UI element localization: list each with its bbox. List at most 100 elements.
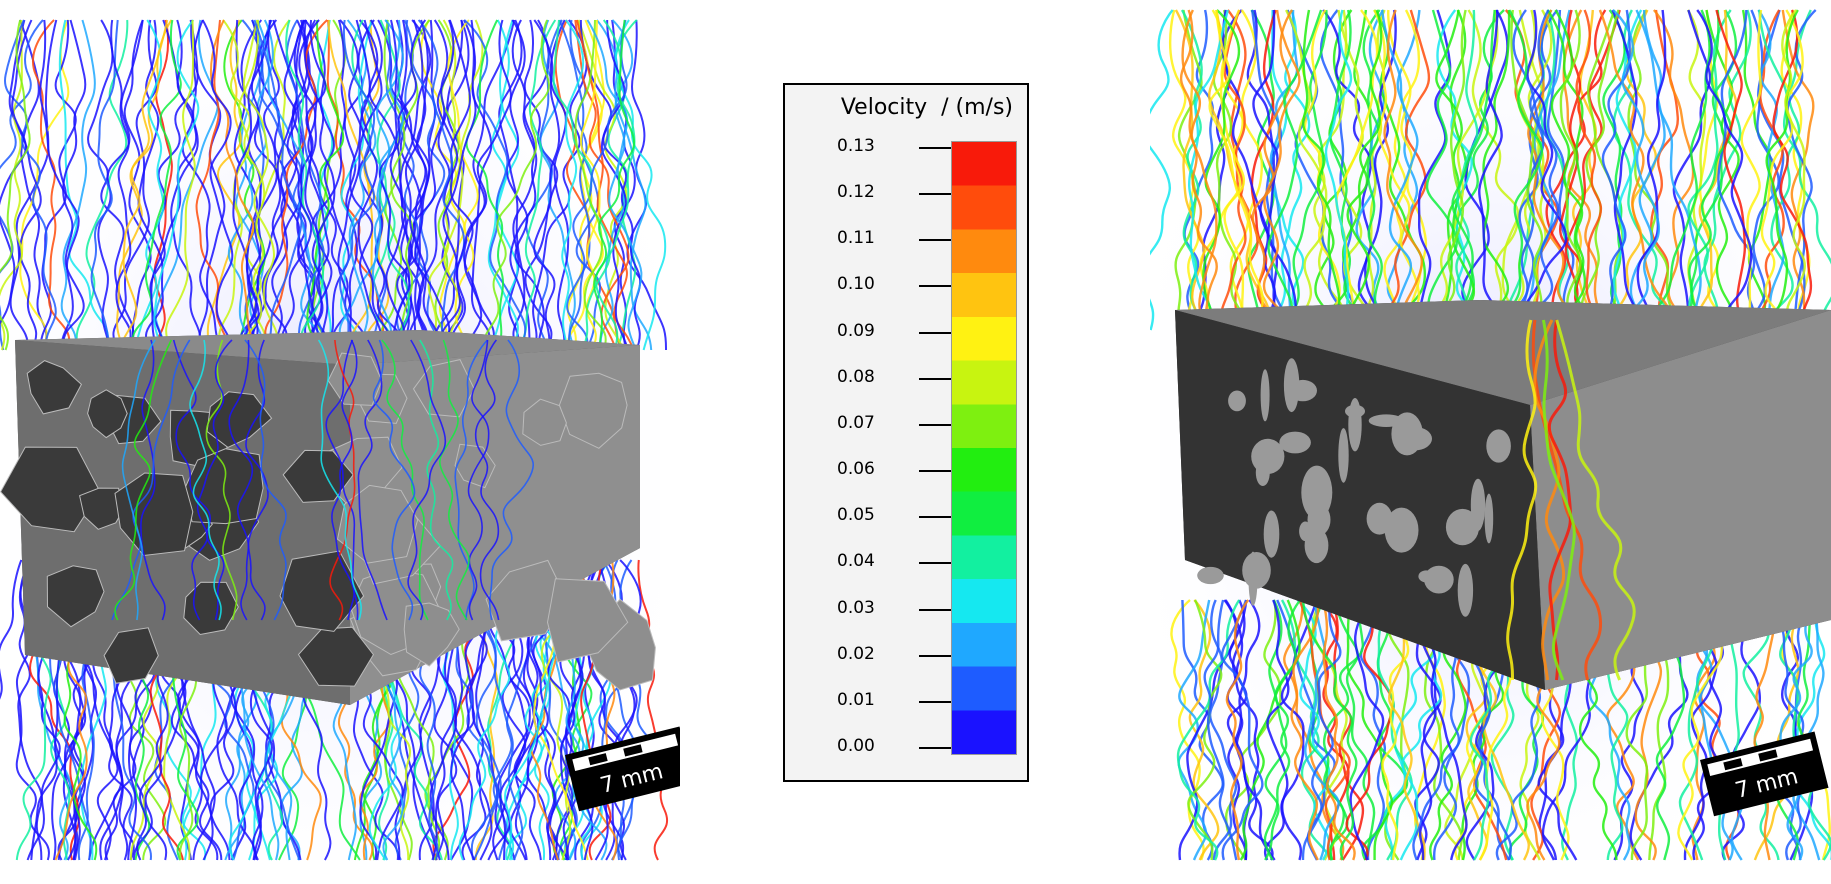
streamline [1362, 9, 1384, 331]
streamline [568, 19, 628, 351]
grain [297, 626, 375, 687]
streamline [372, 19, 404, 351]
streamline [1500, 9, 1544, 331]
streamline [118, 19, 169, 351]
streamline [498, 19, 526, 351]
streamline [454, 339, 488, 621]
streamline [505, 19, 545, 351]
grain [546, 578, 629, 663]
streamline [1302, 599, 1358, 861]
streamline [1795, 599, 1831, 860]
streamline [110, 19, 132, 351]
streamline [1533, 319, 1566, 681]
streamline [1451, 9, 1496, 331]
streamline [137, 19, 164, 351]
streamline [580, 19, 601, 351]
streamline [1758, 9, 1831, 331]
left-block-top-face [15, 330, 640, 365]
streamline [331, 339, 358, 621]
streamline [532, 19, 588, 351]
grain [282, 449, 354, 503]
streamline [1541, 319, 1576, 681]
streamline [176, 19, 223, 351]
grain [183, 581, 239, 636]
streamline [190, 19, 226, 351]
streamline [1575, 9, 1603, 331]
streamline [1231, 599, 1274, 861]
streamline [1768, 599, 1805, 861]
grain [412, 359, 475, 418]
streamline [1765, 9, 1799, 331]
streamline [1381, 599, 1420, 861]
colorbar-tick-label: 0.07 [837, 412, 875, 433]
pore [1279, 431, 1311, 454]
right-flow-render: 7 mm [1142, 0, 1831, 880]
pore [1398, 427, 1432, 451]
pore [1338, 428, 1349, 483]
streamline [1346, 599, 1393, 861]
streamline [1435, 9, 1476, 331]
streamline [60, 19, 96, 351]
pore [1283, 358, 1300, 413]
pore [1228, 390, 1246, 412]
streamline [448, 19, 483, 351]
colorbar-tick-mark [919, 654, 951, 657]
streamline [1301, 599, 1342, 861]
streamline [1377, 599, 1413, 861]
grain [336, 484, 419, 564]
streamline [1170, 599, 1205, 861]
right-streamlines-top [1142, 9, 1831, 331]
velocity-colorbar: Velocity / (m/s) 0.13 0.12 0.11 0.10 0.09 0.0… [783, 83, 1029, 782]
colorbar-tick-label: 0.06 [837, 459, 875, 480]
streamline [1627, 9, 1679, 331]
streamline [1522, 9, 1568, 331]
streamline [1779, 599, 1820, 861]
streamline [1435, 9, 1499, 331]
pore [1484, 493, 1494, 544]
streamline [407, 339, 447, 621]
streamline [1203, 599, 1238, 861]
streamline [474, 339, 500, 621]
colorbar-gradient [951, 141, 1017, 755]
streamline [1425, 9, 1458, 331]
streamline [379, 19, 427, 351]
streamline [1187, 599, 1223, 861]
streamline [1683, 9, 1733, 331]
streamline [317, 339, 362, 621]
streamline [1346, 9, 1383, 331]
streamline [440, 19, 477, 351]
colorbar-tick-label: 0.09 [837, 320, 875, 341]
streamline [1208, 9, 1264, 331]
streamline [1786, 9, 1817, 331]
streamline [1225, 599, 1250, 861]
streamline [111, 339, 191, 621]
streamline [1178, 599, 1238, 861]
streamline [488, 339, 534, 621]
streamline [1301, 9, 1341, 331]
streamline [1546, 9, 1587, 331]
streamline [1246, 9, 1280, 331]
colorbar-tick-mark [919, 147, 951, 149]
colorbar-tick-mark [919, 423, 951, 426]
streamline [574, 19, 630, 351]
right-streamlines-overlay [1506, 319, 1636, 681]
streamline [1176, 599, 1241, 861]
left-flow-render: 7 mm [0, 0, 694, 880]
grain [103, 627, 159, 684]
pore [1301, 465, 1333, 520]
streamline [1383, 9, 1424, 331]
pore [1197, 566, 1224, 585]
streamline [228, 339, 253, 621]
streamline [586, 19, 643, 351]
streamline [549, 19, 570, 351]
streamline [191, 339, 233, 621]
right-block-right-face [1530, 310, 1831, 690]
colorbar-title: Velocity / (m/s) [840, 95, 1013, 120]
streamline [1580, 9, 1620, 331]
streamline [0, 19, 44, 351]
streamline [150, 19, 173, 351]
streamline [1296, 599, 1331, 861]
streamline [1769, 9, 1812, 331]
pore [1251, 438, 1285, 474]
streamline [1251, 9, 1294, 331]
